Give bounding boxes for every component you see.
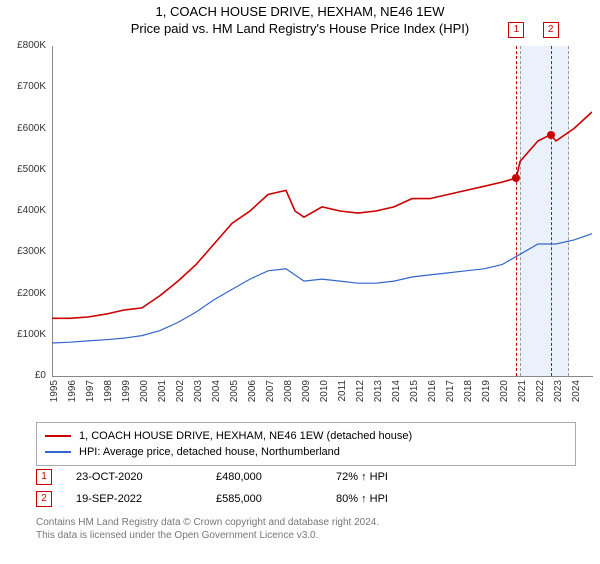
x-tick-label: 2020 (499, 380, 510, 414)
sales-price-1: £480,000 (216, 471, 336, 483)
x-tick-label: 2013 (373, 380, 384, 414)
sale-marker-box: 2 (543, 22, 559, 38)
attribution-line2: This data is licensed under the Open Gov… (36, 530, 318, 541)
sales-date-1: 23-OCT-2020 (76, 471, 216, 483)
x-tick-label: 2017 (445, 380, 456, 414)
sales-row-2: 2 19-SEP-2022 £585,000 80% ↑ HPI (36, 488, 576, 510)
sales-date-2: 19-SEP-2022 (76, 493, 216, 505)
sales-hpi-2: 80% ↑ HPI (336, 493, 456, 505)
attribution-text: Contains HM Land Registry data © Crown c… (36, 516, 576, 542)
legend-box: 1, COACH HOUSE DRIVE, HEXHAM, NE46 1EW (… (36, 422, 576, 466)
x-tick-label: 2010 (319, 380, 330, 414)
sales-hpi-1: 72% ↑ HPI (336, 471, 456, 483)
x-tick-label: 2001 (157, 380, 168, 414)
x-tick-label: 2006 (247, 380, 258, 414)
sales-table: 1 23-OCT-2020 £480,000 72% ↑ HPI 2 19-SE… (36, 466, 576, 510)
x-tick-label: 2018 (463, 380, 474, 414)
x-tick-label: 2023 (553, 380, 564, 414)
x-tick-label: 2022 (535, 380, 546, 414)
x-tick-label: 1995 (49, 380, 60, 414)
x-tick-label: 1996 (67, 380, 78, 414)
chart-title-line1: 1, COACH HOUSE DRIVE, HEXHAM, NE46 1EW (0, 4, 600, 19)
x-tick-label: 2019 (481, 380, 492, 414)
x-tick-label: 2007 (265, 380, 276, 414)
x-tick-label: 1998 (103, 380, 114, 414)
x-tick-label: 2003 (193, 380, 204, 414)
x-tick-label: 1997 (85, 380, 96, 414)
sales-marker-2: 2 (36, 491, 52, 507)
x-tick-label: 2005 (229, 380, 240, 414)
chart-container: 1, COACH HOUSE DRIVE, HEXHAM, NE46 1EW P… (0, 4, 600, 564)
y-tick-label: £300K (0, 246, 46, 257)
x-tick-label: 2002 (175, 380, 186, 414)
y-tick-label: £500K (0, 164, 46, 175)
x-tick-label: 2011 (337, 380, 348, 414)
y-tick-label: £200K (0, 288, 46, 299)
legend-label-property: 1, COACH HOUSE DRIVE, HEXHAM, NE46 1EW (… (79, 430, 412, 442)
x-tick-label: 2009 (301, 380, 312, 414)
x-tick-label: 2016 (427, 380, 438, 414)
sale-marker-dot (547, 131, 555, 139)
y-tick-label: £400K (0, 205, 46, 216)
sales-row-1: 1 23-OCT-2020 £480,000 72% ↑ HPI (36, 466, 576, 488)
legend-row-property: 1, COACH HOUSE DRIVE, HEXHAM, NE46 1EW (… (45, 428, 567, 444)
legend-label-hpi: HPI: Average price, detached house, Nort… (79, 446, 340, 458)
sale-marker-dashline (551, 46, 552, 376)
sales-marker-1: 1 (36, 469, 52, 485)
x-tick-label: 2015 (409, 380, 420, 414)
legend-swatch-hpi (45, 451, 71, 452)
shaded-region (520, 46, 569, 376)
legend-swatch-property (45, 435, 71, 437)
y-tick-label: £600K (0, 123, 46, 134)
y-tick-label: £700K (0, 81, 46, 92)
y-tick-label: £100K (0, 329, 46, 340)
x-tick-label: 2014 (391, 380, 402, 414)
x-tick-label: 1999 (121, 380, 132, 414)
plot-background (52, 46, 593, 377)
x-tick-label: 2000 (139, 380, 150, 414)
sales-price-2: £585,000 (216, 493, 336, 505)
sale-marker-dashline (516, 46, 517, 376)
legend-row-hpi: HPI: Average price, detached house, Nort… (45, 444, 567, 460)
attribution-line1: Contains HM Land Registry data © Crown c… (36, 517, 379, 528)
x-tick-label: 2008 (283, 380, 294, 414)
x-tick-label: 2021 (517, 380, 528, 414)
x-tick-label: 2004 (211, 380, 222, 414)
x-tick-label: 2024 (571, 380, 582, 414)
y-tick-label: £0 (0, 370, 46, 381)
chart-plot-area: 12 £0£100K£200K£300K£400K£500K£600K£700K… (52, 46, 592, 376)
x-tick-label: 2012 (355, 380, 366, 414)
y-tick-label: £800K (0, 40, 46, 51)
sale-marker-box: 1 (508, 22, 524, 38)
